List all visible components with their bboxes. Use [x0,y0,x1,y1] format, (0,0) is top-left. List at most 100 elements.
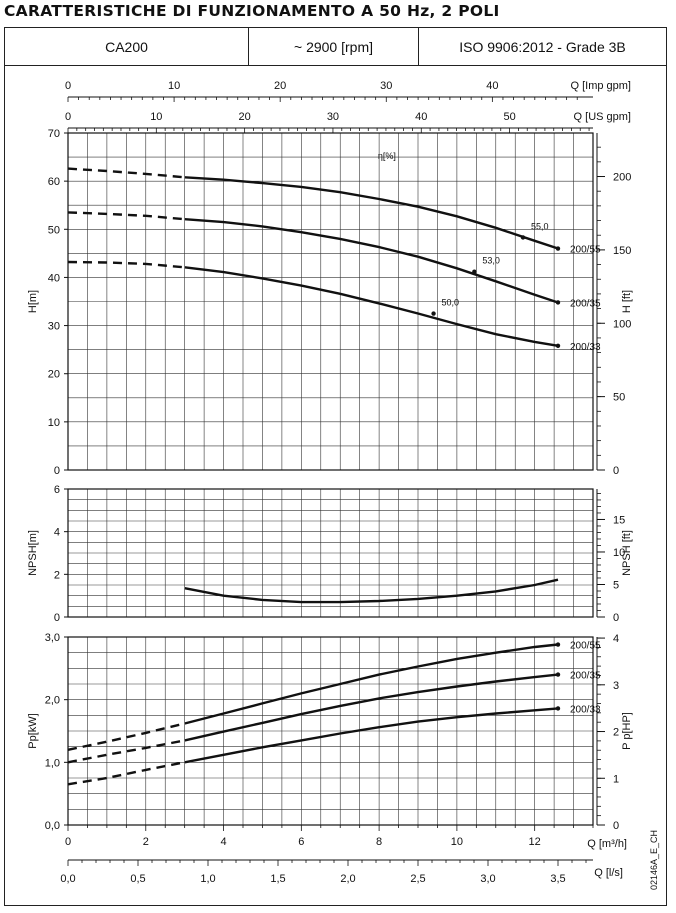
efficiency-label: 55,0 [531,221,549,231]
y-tick-label: 60 [48,176,60,188]
series-end-point [555,672,561,677]
series-extrapolation-line [67,739,185,764]
y-right-tick-label: 0 [613,612,619,624]
document-code: 02146A_E_CH [649,830,659,890]
efficiency-point [431,311,436,316]
x-tick-label-m3h: 2 [143,836,149,848]
x-tick-label-ls: 2,0 [340,873,355,885]
y-tick-label: 4 [54,527,60,539]
plot-area-border [67,636,594,826]
x-tick-label-ls: 0,0 [60,873,75,885]
series-line [184,673,559,742]
series-extrapolation-line [67,211,185,221]
series-extrapolation-line [67,167,185,179]
series-label: 200/33 [570,342,601,353]
top-axis-imp-label: Q [Imp gpm] [570,80,631,92]
x-tick-label-m3h: 6 [298,836,304,848]
series-extrapolation-line [67,761,185,786]
standard-cell: ISO 9906:2012 - Grade 3B [419,28,666,66]
speed-cell: ~ 2900 [rpm] [249,28,419,66]
x-tick-label-m3h: 4 [220,836,226,848]
series-extrapolation-line [67,260,185,269]
model-cell: CA200 [5,28,249,66]
y-tick-label: 2,0 [45,695,60,707]
top-axis-us-label: Q [US gpm] [574,111,631,123]
top-imp-tick-label: 40 [486,80,498,92]
y-tick-label: 0 [54,612,60,624]
y-right-tick-label: 0 [613,820,619,832]
y-right-axis-label: P p[HP] [621,712,633,750]
series-line [184,707,559,764]
series-end-point [555,706,561,711]
top-us-tick-label: 40 [415,111,427,123]
y-right-tick-label: 3 [613,680,619,692]
x-tick-label-ls: 3,5 [550,873,565,885]
top-imp-tick-label: 10 [168,80,180,92]
page-title: CARATTERISTICHE DI FUNZIONAMENTO A 50 Hz… [4,2,500,20]
series-end-point [555,246,561,251]
series-line [184,266,559,347]
y-tick-label: 1,0 [45,757,60,769]
y-tick-label: 30 [48,321,60,333]
top-us-tick-label: 0 [65,111,71,123]
y-right-axis-label: NPSH [ft] [621,530,633,576]
efficiency-point [520,235,526,240]
y-right-tick-label: 150 [613,245,631,257]
x-tick-label-ls: 2,5 [410,873,425,885]
y-axis-label: H[m] [27,290,39,313]
top-us-tick-label: 10 [150,111,162,123]
y-right-tick-label: 100 [613,318,631,330]
y-right-tick-label: 5 [613,579,619,591]
y-right-tick-label: 15 [613,514,625,526]
top-us-tick-label: 30 [327,111,339,123]
series-label: 200/33 [570,704,601,715]
series-end-point [555,642,561,647]
y-tick-label: 70 [48,128,60,140]
series-line [184,218,559,304]
y-right-tick-label: 0 [613,465,619,477]
chart-frame [4,27,667,906]
y-right-tick-label: 4 [613,633,619,645]
efficiency-label: 53,0 [482,256,500,266]
x-tick-label-m3h: 0 [65,836,71,848]
x-tick-label-m3h: 8 [376,836,382,848]
y-right-tick-label: 50 [613,392,625,404]
series-line [184,578,559,604]
y-right-tick-label: 10 [613,547,625,559]
x-tick-label-ls: 1,0 [200,873,215,885]
efficiency-label: 50,0 [442,298,460,308]
x-tick-label-m3h: 10 [451,836,463,848]
series-line [184,176,559,250]
y-axis-label: Pp[kW] [27,713,39,748]
x-tick-label-ls: 0,5 [130,873,145,885]
x-tick-label-m3h: 12 [529,836,541,848]
series-line [184,643,559,725]
plot-area-border [67,488,594,618]
top-imp-tick-label: 20 [274,80,286,92]
efficiency-point [472,269,477,274]
top-us-tick-label: 50 [503,111,515,123]
y-tick-label: 6 [54,484,60,496]
series-label: 200/35 [570,298,601,309]
y-right-axis-label: H [ft] [621,290,633,313]
y-tick-label: 0,0 [45,820,60,832]
y-axis-label: NPSH[m] [27,530,39,576]
y-tick-label: 50 [48,224,60,236]
series-end-point [555,343,561,348]
series-extrapolation-line [67,722,185,751]
y-tick-label: 40 [48,272,60,284]
series-end-point [555,300,561,305]
top-imp-tick-label: 30 [380,80,392,92]
plot-area-border [67,132,594,471]
y-tick-label: 20 [48,369,60,381]
y-right-tick-label: 1 [613,773,619,785]
x-tick-label-ls: 1,5 [270,873,285,885]
top-imp-tick-label: 0 [65,80,71,92]
series-label: 200/35 [570,671,601,682]
x-axis-label-ls: Q [l/s] [594,867,623,879]
y-tick-label: 10 [48,417,60,429]
x-axis-label-m3h: Q [m³/h] [587,838,627,850]
x-tick-label-ls: 3,0 [480,873,495,885]
y-right-tick-label: 2 [613,727,619,739]
